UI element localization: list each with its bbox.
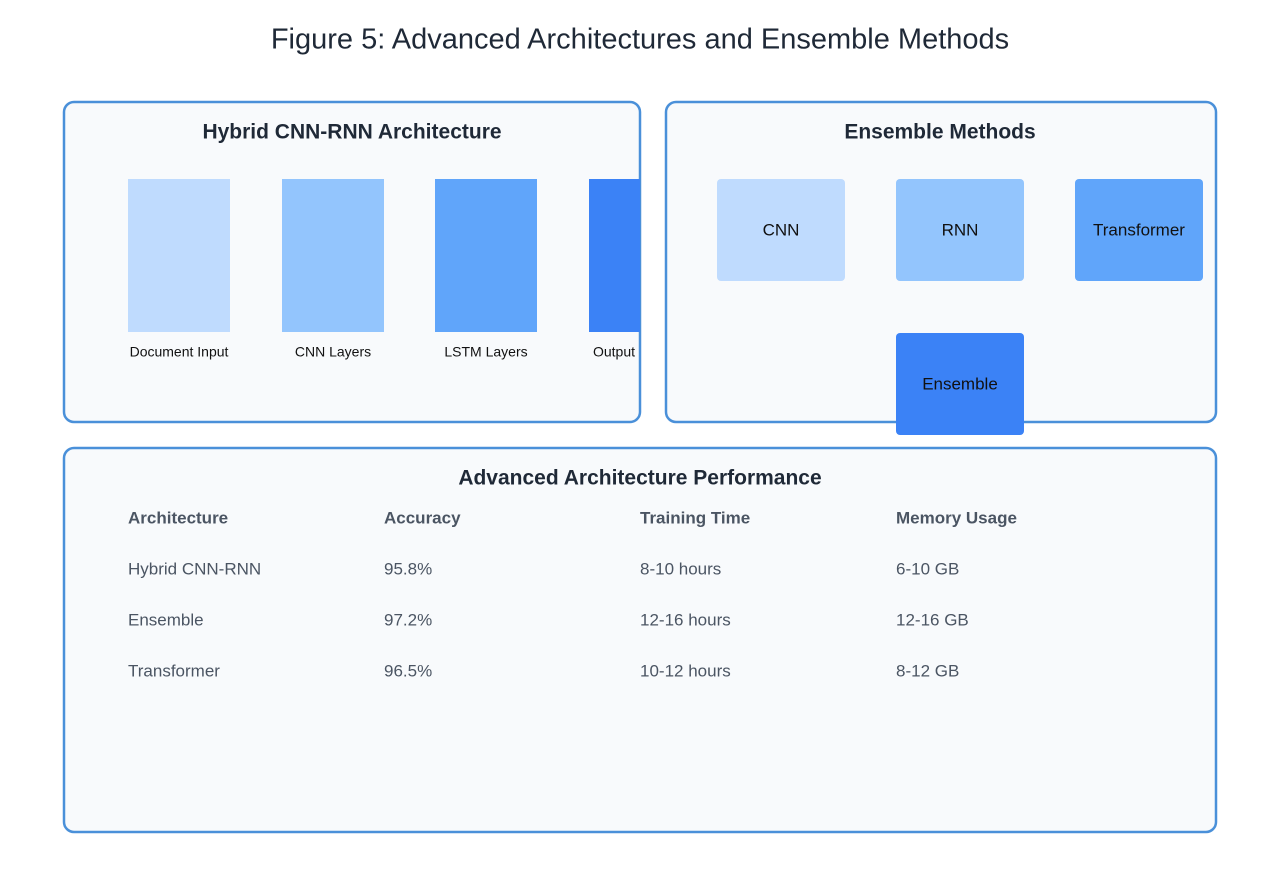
ensemble-box xyxy=(896,333,1024,435)
table-cell: 6-10 GB xyxy=(896,559,959,578)
table-cell: Ensemble xyxy=(128,610,204,629)
model-box xyxy=(1075,179,1203,281)
table-header: Memory Usage xyxy=(896,508,1017,527)
stage-box xyxy=(435,179,537,332)
table-header: Training Time xyxy=(640,508,750,527)
table-header: Accuracy xyxy=(384,508,461,527)
table-cell: 8-12 GB xyxy=(896,661,959,680)
performance-panel xyxy=(62,446,1218,834)
table-cell: 95.8% xyxy=(384,559,432,578)
table-cell: 10-12 hours xyxy=(640,661,731,680)
panel-title: Ensemble Methods xyxy=(844,121,1035,144)
figure-title: Figure 5: Advanced Architectures and Ens… xyxy=(271,24,1009,56)
panel-title: Hybrid CNN-RNN Architecture xyxy=(202,121,501,144)
table-cell: 97.2% xyxy=(384,610,432,629)
stage-label: CNN Layers xyxy=(295,344,371,360)
stage-label: LSTM Layers xyxy=(444,344,527,360)
stage-label: Document Input xyxy=(130,344,229,360)
stage-box xyxy=(128,179,230,332)
stage-box xyxy=(282,179,384,332)
table-cell: Hybrid CNN-RNN xyxy=(128,559,261,578)
ensemble-label: Ensemble xyxy=(922,374,998,393)
table-header: Architecture xyxy=(128,508,228,527)
stage-label: Output xyxy=(593,344,635,360)
model-box xyxy=(717,179,845,281)
model-label: CNN xyxy=(763,220,800,239)
table-cell: 12-16 hours xyxy=(640,610,731,629)
table-cell: 12-16 GB xyxy=(896,610,969,629)
model-label: RNN xyxy=(942,220,979,239)
table-cell: 8-10 hours xyxy=(640,559,721,578)
stage-box xyxy=(589,179,640,332)
performance-table: Architecture Accuracy Training Time Memory … xyxy=(128,508,1017,680)
model-label: Transformer xyxy=(1093,220,1185,239)
model-box xyxy=(896,179,1024,281)
table-cell: 96.5% xyxy=(384,661,432,680)
table-cell: Transformer xyxy=(128,661,220,680)
panel-title: Advanced Architecture Performance xyxy=(458,467,821,490)
